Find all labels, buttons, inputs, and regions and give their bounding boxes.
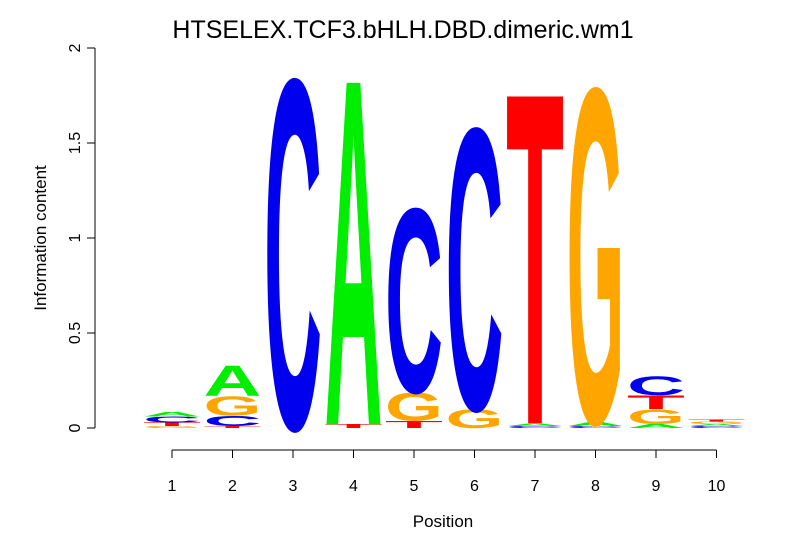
logo-letter-G: G: [627, 405, 685, 429]
logo-letter-A: A: [506, 423, 564, 427]
logo-letter-G: G: [567, 0, 625, 524]
y-tick-label: 1.5: [67, 132, 84, 154]
logo-letter-A: A: [204, 357, 262, 406]
x-tick-label: 6: [470, 478, 479, 495]
logo-letter-T: T: [627, 391, 685, 413]
y-axis-label: Information content: [31, 165, 50, 311]
x-tick-label: 7: [531, 478, 540, 495]
logo-letter-G: G: [385, 385, 443, 429]
logo-letter-C: C: [688, 426, 746, 429]
logo-letter-A: A: [627, 423, 685, 429]
logo-letter-C: C: [446, 43, 504, 495]
logo-letter-C: C: [506, 426, 564, 429]
y-tick-label: 0: [67, 423, 84, 432]
y-tick-label: 1: [67, 233, 84, 242]
logo-letter-G: G: [204, 391, 262, 422]
x-axis: 1 2 3 4 5 6 7 8 9 10: [168, 449, 726, 495]
y-tick-label: 0.5: [67, 322, 84, 344]
x-tick-label: 3: [289, 478, 298, 495]
x-tick-label: 9: [652, 478, 661, 495]
y-tick-label: 2: [67, 43, 84, 52]
logo-letter-T: T: [204, 426, 262, 429]
logo-letter-C: C: [143, 415, 201, 424]
logo-letter-A: A: [143, 411, 201, 418]
logo-letter-C: C: [567, 426, 625, 429]
x-tick-label: 10: [708, 478, 726, 495]
logo-letter-A: A: [567, 421, 625, 427]
x-tick-label: 5: [410, 478, 419, 495]
logo-letter-C: C: [385, 154, 443, 449]
logo-letter-T: T: [325, 423, 383, 429]
logo-letter-C: C: [204, 413, 262, 429]
x-tick-label: 2: [228, 478, 237, 495]
logo-letter-T: T: [688, 419, 746, 422]
x-axis-label: Position: [413, 512, 473, 531]
logo-letter-C: C: [264, 0, 322, 536]
logo-letter-G: G: [446, 404, 504, 434]
x-tick-label: 1: [168, 478, 177, 495]
x-tick-label: 8: [591, 478, 600, 495]
logo-letter-T: T: [143, 421, 201, 427]
logo-letter-A: A: [688, 424, 746, 427]
logo-letter-T: T: [506, 0, 564, 524]
logo-letter-C: C: [627, 371, 685, 401]
logo-letter-G: G: [143, 426, 201, 429]
chart-title: HTSELEX.TCF3.bHLH.DBD.dimeric.wm1: [172, 16, 633, 44]
x-tick-label: 4: [349, 478, 358, 495]
logo-letter-A: A: [325, 0, 383, 530]
y-axis: 0 0.5 1 1.5 2: [67, 43, 96, 432]
logo-letter-G: G: [688, 421, 746, 425]
logo-letter-T: T: [385, 419, 443, 431]
